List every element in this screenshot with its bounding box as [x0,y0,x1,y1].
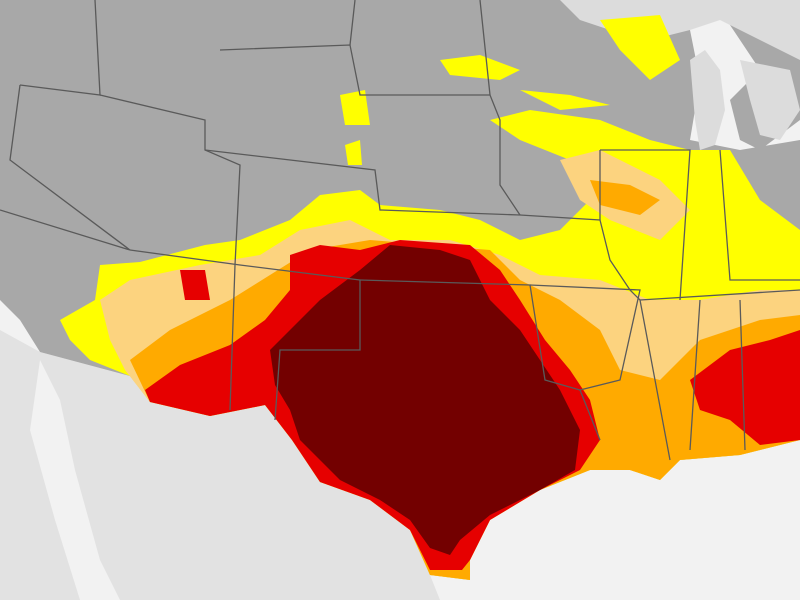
state-line [599,149,691,301]
mexico [0,330,440,600]
baja [30,360,120,600]
state-line [639,289,800,461]
state-line [204,149,521,216]
drought-d4 [270,245,580,555]
state-line [129,249,361,281]
state-line [99,94,241,411]
state-line [349,0,491,96]
state-line [719,149,800,281]
state-line [274,280,361,421]
lake-michigan [690,50,725,150]
state-line [0,84,131,251]
state-line [519,214,641,301]
state-line [359,279,601,441]
lake-erie-huron [740,60,800,140]
drought-d0-north [340,15,680,165]
canada [560,0,800,60]
state-line [529,284,641,391]
state-lines [0,0,800,461]
